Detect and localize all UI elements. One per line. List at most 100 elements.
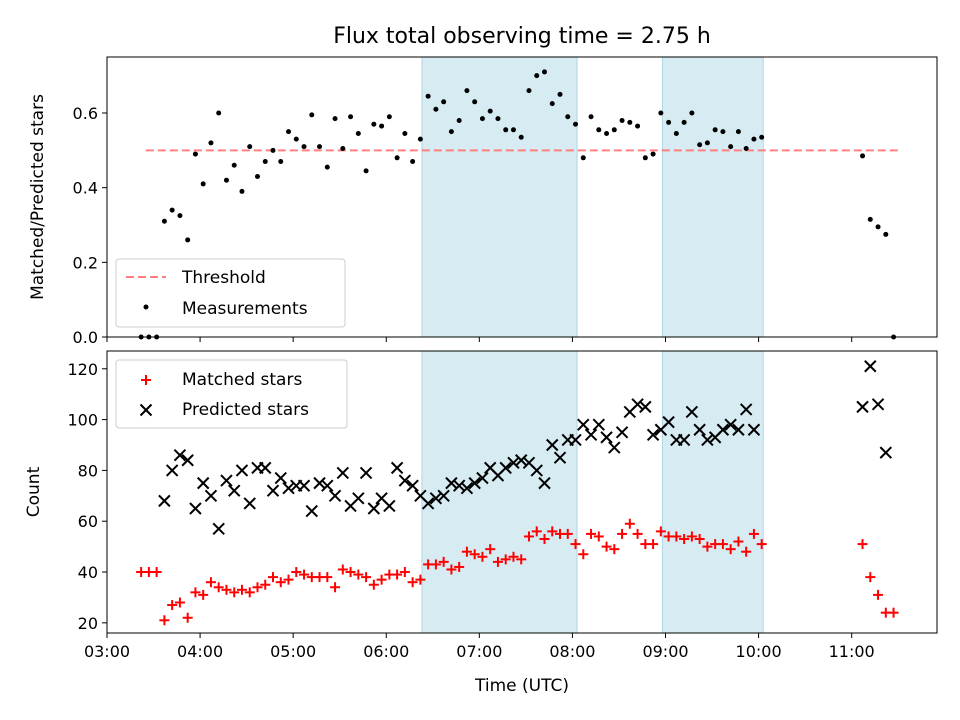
predicted-point-74 — [724, 418, 737, 431]
predicted-point-80 — [871, 398, 885, 411]
predicted-point-33 — [406, 479, 419, 492]
predicted-point-62-b — [631, 398, 644, 411]
predicted-point-77 — [747, 423, 761, 436]
measurement-point-61 — [604, 131, 610, 137]
predicted-point-49-b — [530, 464, 543, 477]
matched-point-63 — [617, 528, 628, 539]
matched-point-58 — [578, 549, 589, 560]
predicted-point-10-b — [228, 484, 241, 497]
measurement-point-34 — [394, 155, 400, 161]
top-plot-frame — [106, 56, 938, 338]
measurement-point-8 — [192, 151, 198, 157]
measurement-point-85 — [883, 231, 889, 237]
measurement-point-52 — [534, 73, 540, 79]
predicted-point-37 — [437, 489, 450, 503]
predicted-point-16 — [274, 471, 287, 485]
predicted-point-28-b — [367, 502, 381, 515]
predicted-point-8 — [212, 522, 225, 536]
predicted-point-54 — [569, 433, 582, 447]
predicted-point-22 — [321, 479, 334, 492]
matched-point-81 — [756, 539, 767, 550]
matched-point-51 — [523, 531, 534, 542]
matched-point-14 — [236, 584, 247, 595]
bottom-y-tick-label-5: 120 — [67, 360, 98, 379]
predicted-point-60 — [615, 426, 629, 439]
matched-point-83 — [865, 572, 876, 583]
predicted-point-74-b — [724, 418, 737, 431]
top-y-tick-label-3: 0.6 — [73, 104, 98, 123]
matched-point-25 — [322, 572, 333, 583]
matched-point-36 — [407, 577, 418, 588]
matched-point-80 — [748, 528, 759, 539]
predicted-point-20-b — [305, 504, 318, 518]
predicted-point-69-b — [685, 405, 699, 419]
matched-point-76 — [717, 539, 728, 550]
predicted-point-41 — [468, 476, 481, 490]
predicted-point-6 — [196, 476, 210, 490]
predicted-point-30 — [383, 499, 396, 513]
predicted-point-81 — [879, 446, 893, 459]
predicted-point-20 — [305, 504, 318, 518]
bottom-y-tick-label-3: 80 — [78, 461, 98, 480]
predicted-point-14-b — [259, 461, 272, 475]
predicted-point-7-b — [204, 489, 218, 503]
predicted-point-32 — [398, 474, 412, 487]
measurement-point-77 — [728, 144, 734, 150]
predicted-point-5-b — [189, 502, 202, 515]
predicted-point-41-b — [468, 476, 481, 490]
measurement-point-25 — [324, 164, 330, 170]
matched-point-18 — [268, 572, 278, 583]
predicted-point-52 — [553, 451, 567, 464]
matched-point-27 — [337, 564, 348, 575]
predicted-point-55 — [577, 418, 590, 431]
measurement-point-65 — [635, 123, 641, 129]
measurement-point-30 — [363, 168, 369, 174]
x-tick-label-1: 04:00 — [177, 642, 223, 661]
predicted-point-34-b — [414, 489, 427, 503]
matched-point-74 — [702, 541, 713, 552]
measurement-point-15 — [247, 144, 253, 150]
measurement-point-74 — [704, 140, 710, 146]
matched-point-54 — [547, 526, 558, 537]
bottom-panel: 20 40 60 80 100 120 03:00 04:00 05:00 06:00 07:00… — [24, 350, 938, 696]
measurement-point-16 — [254, 173, 260, 179]
measurement-point-57 — [573, 121, 579, 127]
predicted-point-39-b — [452, 479, 466, 492]
predicted-point-1 — [158, 494, 171, 508]
x-axis-label: Time (UTC) — [474, 676, 569, 696]
bottom-legend: Matched stars Predicted stars — [115, 359, 348, 429]
predicted-point-78-b — [856, 400, 869, 414]
predicted-point-45 — [499, 461, 512, 475]
predicted-point-7 — [204, 489, 218, 503]
measurement-point-73 — [697, 142, 703, 148]
x-tick-label-2: 05:00 — [270, 642, 316, 661]
predicted-point-75-b — [732, 423, 745, 436]
matched-point-11 — [213, 582, 224, 593]
predicted-point-33-b — [406, 479, 419, 492]
matched-point-41 — [446, 564, 457, 575]
top-y-axis: 0.0 0.2 0.4 0.6 — [73, 104, 107, 347]
predicted-point-3 — [173, 448, 187, 462]
measurement-point-53 — [541, 69, 547, 75]
predicted-point-4-b — [181, 454, 194, 467]
measurement-point-40 — [441, 99, 447, 105]
matched-point-42 — [454, 561, 465, 572]
predicted-point-59 — [608, 441, 621, 454]
predicted-point-11 — [235, 464, 249, 477]
matched-point-57 — [570, 539, 581, 550]
shaded-interval-2 — [661, 56, 764, 338]
predicted-point-70-b — [693, 423, 706, 436]
bottom-y-axis-label: Count — [24, 466, 44, 517]
matched-point-35 — [399, 567, 410, 578]
matched-point-44 — [469, 549, 480, 560]
measurement-point-59 — [588, 114, 594, 120]
measurement-point-54 — [549, 101, 555, 107]
predicted-point-38 — [445, 476, 458, 490]
matched-point-86 — [888, 607, 899, 618]
measurement-point-17 — [262, 159, 268, 165]
matched-point-72 — [686, 531, 697, 542]
top-y-axis-label: Matched/Predicted stars — [28, 94, 48, 300]
predicted-point-58 — [600, 431, 613, 444]
matched-point-56 — [562, 528, 573, 539]
matched-point-8 — [190, 587, 201, 598]
